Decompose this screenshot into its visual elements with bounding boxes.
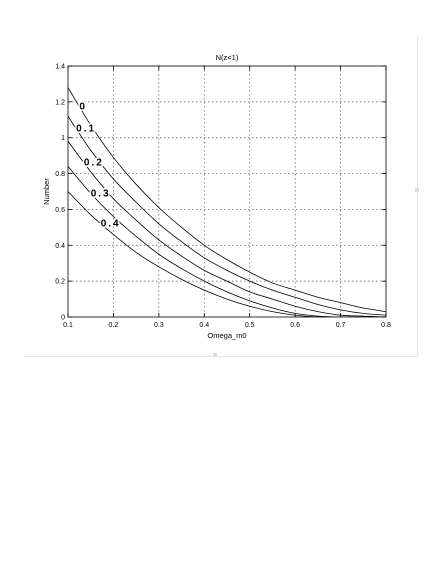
series-line <box>68 115 386 316</box>
series-label: 0.1 <box>76 123 96 134</box>
series-label: 0.4 <box>101 218 121 229</box>
y-tick-label: 0.8 <box>55 171 65 178</box>
series-label: 0.3 <box>91 188 111 199</box>
series-line <box>68 166 386 317</box>
page-mark <box>213 353 217 357</box>
y-tick-label: 1.4 <box>55 64 65 71</box>
series-line <box>68 191 386 317</box>
page-edge-bottom <box>24 356 418 357</box>
x-tick-label: 0.1 <box>63 322 73 329</box>
x-tick-label: 0.3 <box>154 322 164 329</box>
x-tick-label: 0.6 <box>290 322 300 329</box>
series-line <box>68 141 386 317</box>
x-tick-label: 0.7 <box>336 322 346 329</box>
y-tick-label: 0.2 <box>55 279 65 286</box>
y-tick-label: 1 <box>61 135 65 142</box>
y-tick-label: 1.2 <box>55 99 65 106</box>
y-tick-label: 0.6 <box>55 207 65 214</box>
series-label: 0 <box>79 101 87 112</box>
y-axis-label: Number <box>42 178 51 205</box>
y-tick-label: 0 <box>61 315 65 322</box>
x-tick-label: 0.2 <box>109 322 119 329</box>
series-label: 0.2 <box>84 158 104 169</box>
y-tick-label: 0.4 <box>55 243 65 250</box>
line-chart: 0.1 0.2 0.3 0.4 0.5 0.6 0.7 0.8 0 0.2 0.4 0.6 0.8 1 1.… <box>42 53 391 340</box>
x-tick-label: 0.8 <box>381 322 391 329</box>
x-tick-label: 0.4 <box>199 322 209 329</box>
page-edge-right <box>417 36 418 356</box>
page-mark <box>415 188 419 192</box>
chart-figure: 0.1 0.2 0.3 0.4 0.5 0.6 0.7 0.8 0 0.2 0.4 0.6 0.8 1 1.… <box>24 36 420 358</box>
series-line <box>68 87 386 313</box>
chart-title: N(z<1) <box>216 53 239 62</box>
x-axis-label: Omega_m0 <box>207 331 246 340</box>
plot-frame <box>67 65 387 318</box>
x-tick-label: 0.5 <box>245 322 255 329</box>
